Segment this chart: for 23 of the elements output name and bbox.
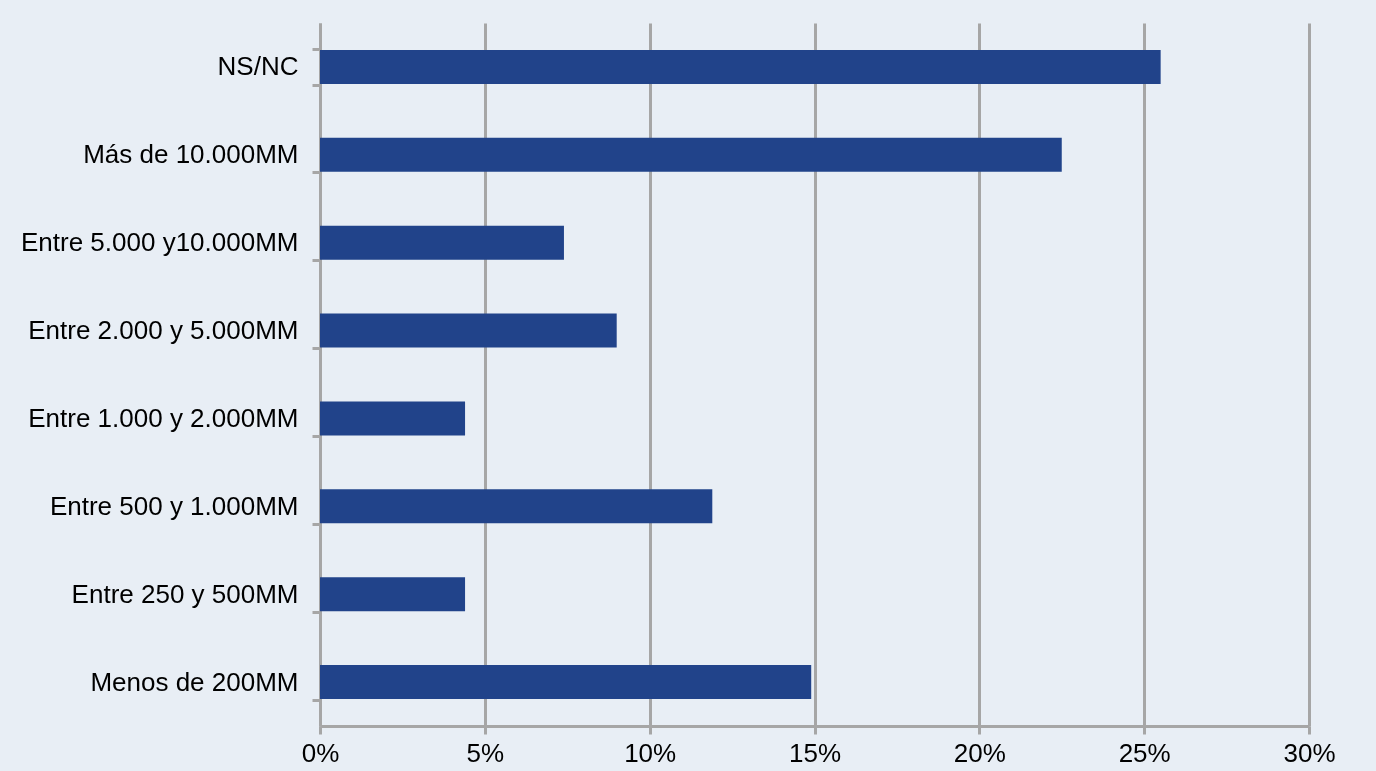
y-tick-label: NS/NC — [217, 51, 299, 82]
bar — [320, 225, 564, 260]
y-tick-label: Entre 5.000 y10.000MM — [21, 227, 299, 258]
x-tick-label: 0% — [301, 737, 340, 768]
x-tick-label: 20% — [953, 737, 1006, 768]
y-tick-label: Más de 10.000MM — [83, 139, 299, 170]
y-tick-label: Entre 250 y 500MM — [71, 578, 299, 609]
x-tick-label: 10% — [624, 737, 677, 768]
x-tick-label: 25% — [1118, 737, 1171, 768]
bar — [320, 577, 466, 612]
x-tick-label: 15% — [788, 737, 842, 768]
x-tick-label: 5% — [466, 737, 505, 768]
bar — [320, 665, 812, 700]
bar — [320, 313, 617, 348]
y-tick-label: Menos de 200MM — [90, 666, 299, 697]
bar — [320, 49, 1161, 84]
bar — [320, 401, 466, 436]
x-tick-label: 30% — [1283, 737, 1336, 768]
y-tick-label: Entre 500 y 1.000MM — [49, 490, 299, 521]
y-tick-label: Entre 2.000 y 5.000MM — [28, 315, 299, 346]
bar — [320, 489, 713, 524]
y-tick-label: Entre 1.000 y 2.000MM — [28, 402, 299, 433]
bar — [320, 137, 1062, 172]
